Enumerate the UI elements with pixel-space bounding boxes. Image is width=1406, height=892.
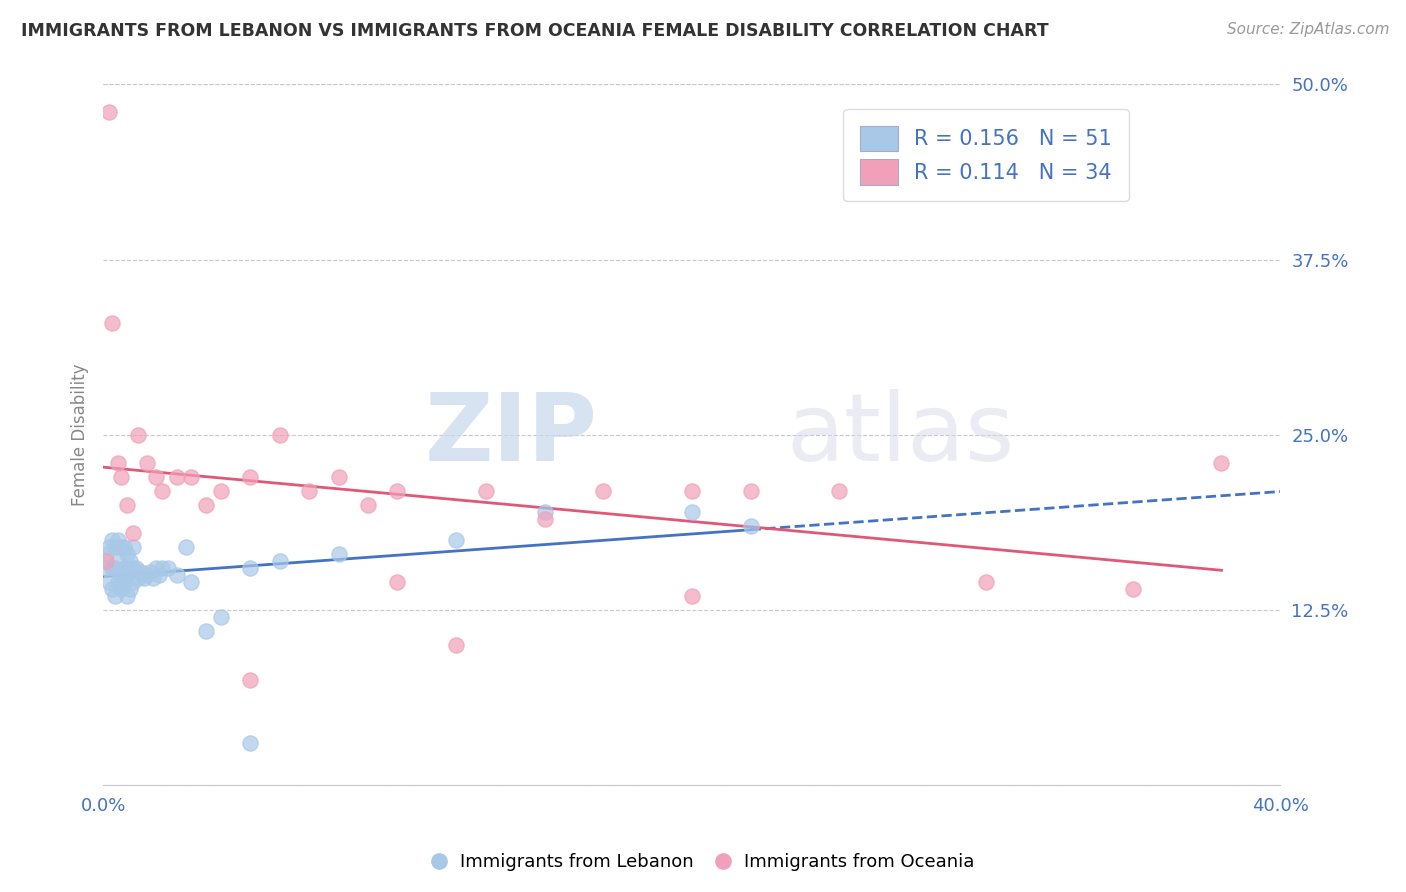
Point (118, 554, 141, 568)
Point (681, 505, 703, 519)
Point (94, 561, 117, 575)
Point (740, 483, 762, 498)
Point (166, 568, 188, 582)
Point (94, 547, 117, 561)
Point (136, 456, 159, 470)
Point (118, 582, 141, 597)
Point (195, 624, 218, 639)
Point (298, 483, 321, 498)
Legend: Immigrants from Lebanon, Immigrants from Oceania: Immigrants from Lebanon, Immigrants from… (425, 847, 981, 879)
Point (115, 589, 138, 603)
Point (166, 470, 188, 484)
Point (107, 575, 129, 590)
Point (98, 105, 121, 120)
Y-axis label: Female Disability: Female Disability (72, 364, 89, 506)
Point (269, 554, 291, 568)
Point (115, 498, 138, 512)
Point (101, 582, 124, 597)
Point (142, 571, 165, 585)
Point (104, 589, 127, 603)
Point (387, 575, 409, 590)
Point (195, 498, 218, 512)
Point (101, 561, 124, 575)
Point (740, 519, 762, 533)
Point (112, 575, 135, 590)
Point (156, 561, 179, 575)
Point (592, 483, 614, 498)
Text: Source: ZipAtlas.com: Source: ZipAtlas.com (1226, 22, 1389, 37)
Point (145, 561, 167, 575)
Point (239, 561, 262, 575)
Point (1122, 582, 1144, 597)
Text: IMMIGRANTS FROM LEBANON VS IMMIGRANTS FROM OCEANIA FEMALE DISABILITY CORRELATION: IMMIGRANTS FROM LEBANON VS IMMIGRANTS FR… (21, 22, 1049, 40)
Point (180, 470, 202, 484)
Point (174, 540, 197, 554)
Point (681, 483, 703, 498)
Point (209, 610, 232, 624)
Text: atlas: atlas (786, 389, 1014, 481)
Point (828, 483, 851, 498)
Point (533, 505, 555, 519)
Point (328, 470, 350, 484)
Point (127, 571, 149, 585)
Point (110, 568, 132, 582)
Point (115, 547, 138, 561)
Point (387, 483, 409, 498)
Point (110, 540, 132, 554)
Point (209, 483, 232, 498)
Point (239, 736, 262, 750)
Point (148, 568, 170, 582)
Point (110, 582, 132, 597)
Point (446, 638, 468, 652)
Point (239, 470, 262, 484)
Point (115, 568, 138, 582)
Point (101, 316, 124, 330)
Point (239, 673, 262, 688)
Point (121, 540, 143, 554)
Point (98, 540, 121, 554)
Text: ZIP: ZIP (425, 389, 598, 481)
Point (328, 547, 350, 561)
Point (107, 456, 129, 470)
Point (127, 428, 149, 442)
Point (533, 512, 555, 526)
Point (98, 575, 121, 590)
Point (94, 554, 117, 568)
Point (121, 575, 143, 590)
Point (446, 533, 468, 547)
Point (107, 554, 129, 568)
Point (974, 575, 997, 590)
Point (357, 498, 380, 512)
Point (110, 470, 132, 484)
Point (145, 470, 167, 484)
Point (180, 575, 202, 590)
Point (1211, 456, 1233, 470)
Point (139, 566, 162, 580)
Point (269, 428, 291, 442)
Point (681, 589, 703, 603)
Point (121, 526, 143, 541)
Point (150, 483, 173, 498)
Point (150, 561, 173, 575)
Point (107, 533, 129, 547)
Legend: R = 0.156   N = 51, R = 0.114   N = 34: R = 0.156 N = 51, R = 0.114 N = 34 (844, 109, 1129, 202)
Point (104, 561, 127, 575)
Point (474, 483, 496, 498)
Point (104, 540, 127, 554)
Point (112, 561, 135, 575)
Point (131, 566, 153, 580)
Point (136, 568, 159, 582)
Point (134, 571, 156, 585)
Point (124, 561, 146, 575)
Point (101, 533, 124, 547)
Point (121, 561, 143, 575)
Point (112, 540, 135, 554)
